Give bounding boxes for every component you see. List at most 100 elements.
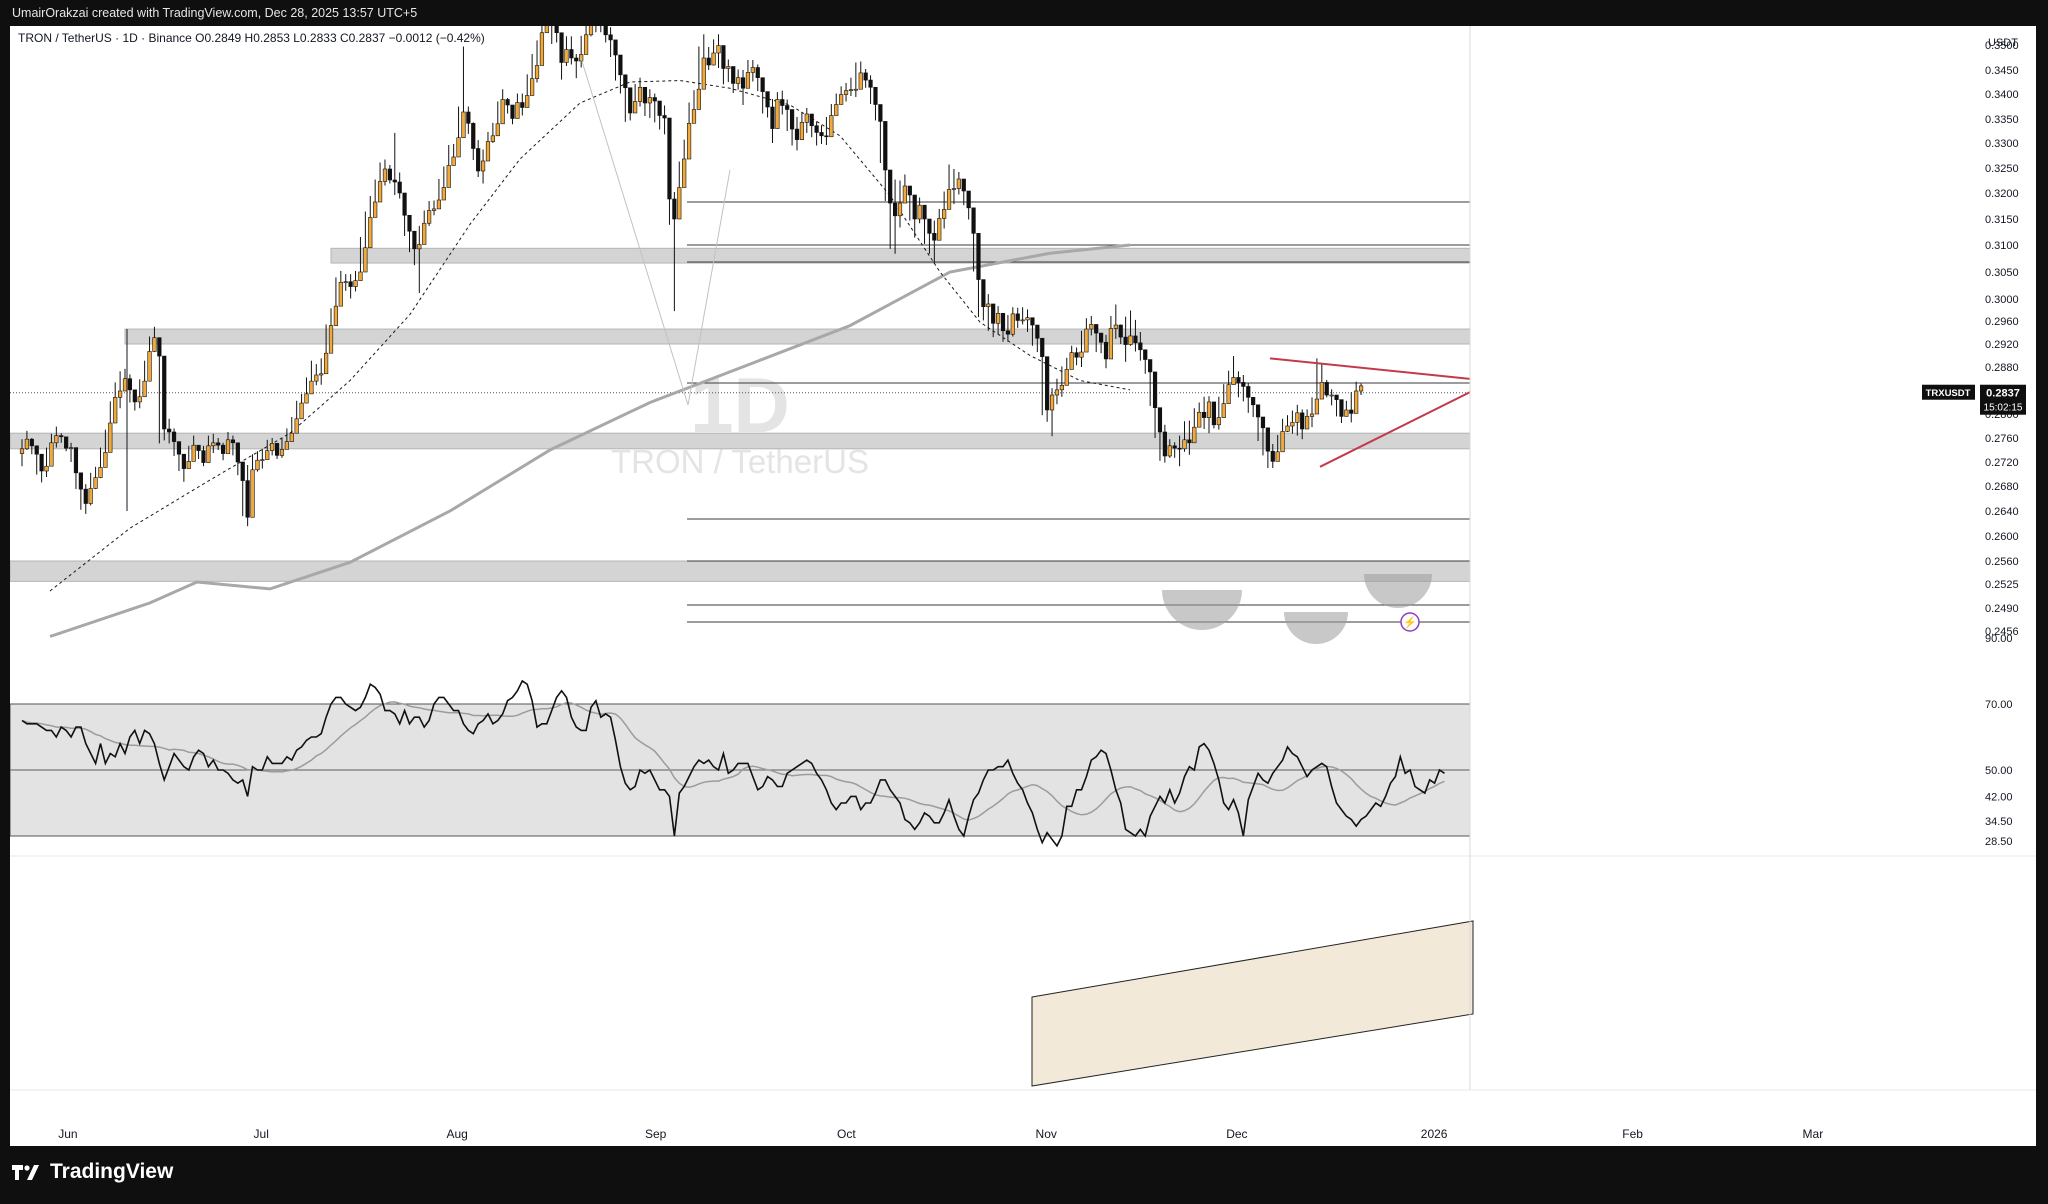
candle-up (745, 72, 751, 89)
candle-up (1216, 417, 1221, 426)
candle-up (691, 109, 697, 124)
support-resistance-zone[interactable] (330, 247, 1553, 264)
candle-down (1152, 371, 1158, 408)
rsi-tick-label: 50.00 (1985, 765, 2013, 777)
candle-up (427, 210, 432, 224)
swing-drawing (580, 57, 731, 406)
candle-up (716, 45, 721, 54)
bar-countdown: 15:02:15 (1984, 403, 2023, 414)
time-axis-label: Jun (58, 1127, 77, 1141)
time-axis-label: Feb (1622, 1127, 1643, 1141)
candle-down (216, 442, 221, 446)
candle-up (942, 209, 947, 219)
candle-down (613, 39, 618, 56)
symbol-tag-bg (1922, 384, 1975, 400)
candle-down (1177, 447, 1182, 450)
candle-down (412, 230, 417, 250)
candle-up (147, 351, 152, 382)
candle-up (490, 135, 495, 142)
candle-down (1300, 412, 1305, 430)
candle-down (181, 453, 186, 469)
candle-down (1133, 335, 1138, 344)
candle-down (1074, 352, 1079, 358)
candle-down (780, 99, 785, 106)
candle-up (206, 445, 211, 463)
candle-up (946, 189, 952, 210)
candle-up (88, 488, 93, 504)
candle-down (794, 128, 800, 140)
candle-up (299, 402, 304, 420)
candle-up (1231, 377, 1236, 386)
candle-up (1280, 431, 1285, 453)
candle-down (991, 303, 996, 324)
candle-down (888, 169, 893, 204)
candle-up (338, 281, 343, 307)
candle-down (397, 181, 402, 194)
rsi-ascending-channel[interactable] (1031, 920, 1474, 1087)
price-tick-label: 0.2960 (1985, 316, 2019, 328)
candle-down (520, 102, 525, 108)
candle-down (770, 106, 775, 129)
candle-down (569, 49, 574, 59)
current-price-tag-bg (1980, 384, 2026, 415)
price-axis-bg (1470, 26, 2036, 632)
candle-up (1084, 328, 1089, 353)
price-tick-label: 0.2560 (1985, 556, 2019, 568)
candle-up (1020, 319, 1025, 322)
price-tick-label: 0.3350 (1985, 114, 2019, 126)
candle-up (1358, 385, 1364, 392)
price-tick-label: 0.2920 (1985, 339, 2019, 351)
candle-down (961, 178, 966, 192)
candle-down (657, 100, 662, 116)
candle-down (603, 26, 608, 36)
candle-down (868, 79, 873, 88)
candle-down (809, 113, 814, 127)
candle-down (64, 436, 69, 449)
candle-down (760, 77, 765, 92)
support-resistance-zone[interactable] (10, 432, 1553, 450)
candle-down (912, 194, 917, 220)
candle-up (1025, 317, 1030, 321)
candle-up (834, 104, 839, 116)
candle-up (799, 122, 804, 140)
candle-up (647, 97, 652, 104)
candle-up (701, 57, 706, 90)
candle-up (363, 247, 368, 273)
candle-down (1236, 377, 1241, 383)
candle-up (677, 187, 682, 220)
candle-up (1206, 401, 1212, 418)
current-price-value: 0.2837 (1986, 388, 2020, 400)
candle-down (873, 86, 878, 105)
candle-up (917, 204, 922, 220)
candle-up (225, 439, 231, 454)
candle-up (1354, 390, 1359, 414)
candle-down (171, 431, 177, 442)
candle-up (1010, 313, 1015, 335)
candle-down (83, 488, 88, 504)
candle-down (471, 123, 476, 149)
support-resistance-zone[interactable] (10, 560, 1553, 582)
candle-up (951, 188, 957, 190)
candle-up (1344, 409, 1349, 417)
candle-up (902, 185, 907, 204)
tradingview-logo[interactable]: TradingView (10, 1160, 173, 1184)
candle-down (785, 105, 790, 110)
candle-down (662, 115, 667, 119)
rsi-tick-label: 90.00 (1985, 633, 2013, 645)
lightning-alert-icon[interactable] (1400, 612, 1420, 632)
candle-up (417, 244, 422, 250)
candle-up (373, 201, 378, 218)
candle-down (824, 135, 829, 138)
candle-up (637, 86, 643, 102)
candle-down (59, 435, 64, 438)
candle-up (1049, 394, 1055, 411)
candle-up (152, 337, 157, 352)
price-tick-label: 0.2525 (1985, 579, 2019, 591)
candle-up (118, 390, 123, 398)
candle-up (686, 123, 692, 160)
candle-up (1221, 403, 1226, 418)
candle-down (1148, 359, 1153, 373)
candle-up (1295, 412, 1300, 423)
